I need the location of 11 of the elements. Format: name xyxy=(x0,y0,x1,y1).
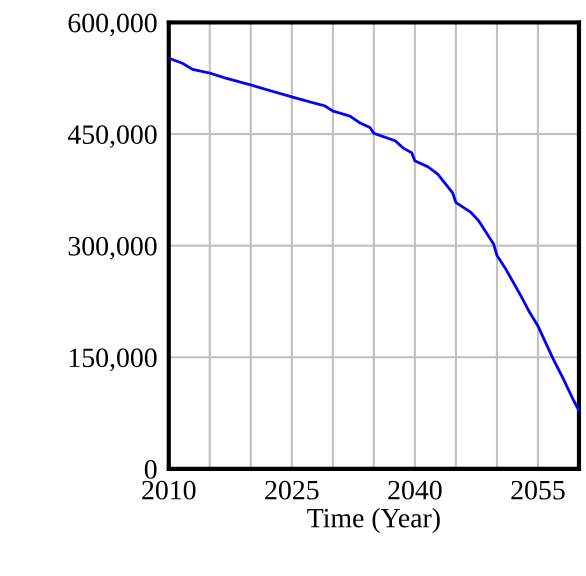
y-tick-label: 150,000 xyxy=(70,348,157,372)
y-tick-label: 600,000 xyxy=(68,14,157,36)
x-axis-title: Time (Year) xyxy=(307,508,440,534)
y-tick-label: 300,000 xyxy=(68,236,157,260)
x-tick-label: 2010 xyxy=(142,480,196,500)
x-tick-label: 2055 xyxy=(511,480,565,500)
y-tick-label: 450,000 xyxy=(68,125,157,148)
x-tick-label: 2025 xyxy=(265,480,319,500)
y-tick-label: 0 xyxy=(144,460,157,479)
line-series xyxy=(168,56,579,412)
x-tick-label: 2040 xyxy=(388,480,442,500)
